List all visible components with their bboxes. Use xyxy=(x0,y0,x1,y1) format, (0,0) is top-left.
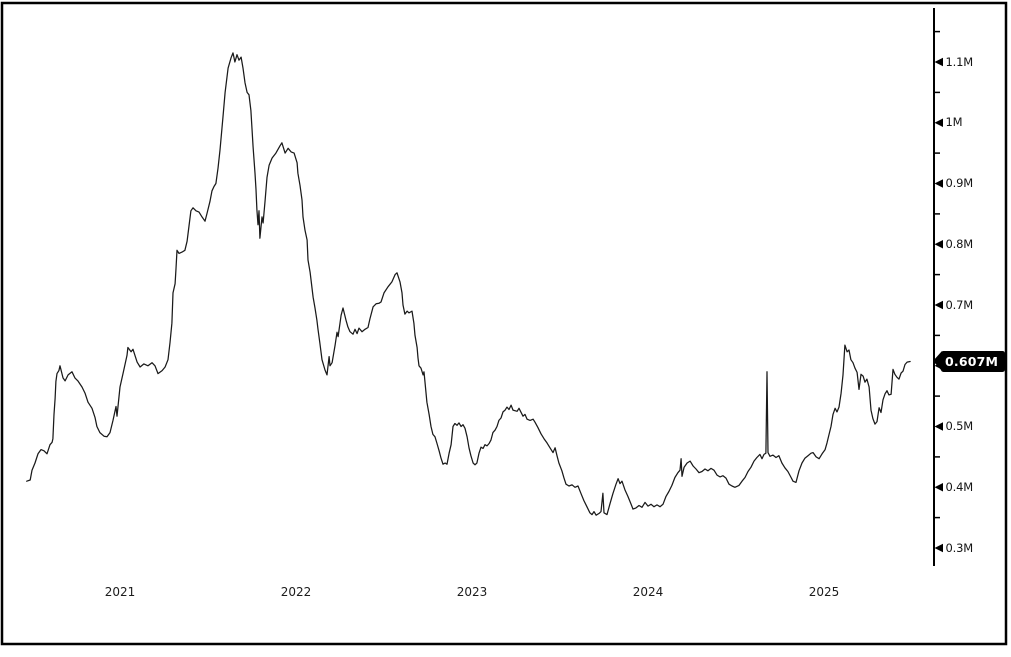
x-axis-year-label: 2023 xyxy=(456,585,488,599)
y-axis-major-tick-arrow-icon xyxy=(934,118,943,128)
chart-frame-border xyxy=(0,1,1008,646)
x-axis-year-label: 2022 xyxy=(280,585,312,599)
x-axis-year-label: 2021 xyxy=(104,585,136,599)
price-tag-pointer-icon xyxy=(933,351,942,372)
y-axis-major-tick-arrow-icon xyxy=(934,422,943,431)
y-axis-major-tick-arrow-icon xyxy=(934,482,943,492)
y-axis-major-tick-arrow-icon xyxy=(934,57,943,67)
x-axis-year-label: 2024 xyxy=(632,585,664,599)
price-line xyxy=(26,52,911,516)
last-price-tag: 0.607M xyxy=(933,350,1006,372)
y-axis-major-tick-arrow-icon xyxy=(934,239,943,249)
x-axis-year-label: 2025 xyxy=(808,585,840,599)
y-axis-tick-label: 0.4M xyxy=(945,479,974,494)
y-axis-tick-label: 1.1M xyxy=(945,54,974,69)
y-axis-tick-label: 0.7M xyxy=(945,297,974,312)
y-axis-tick-label: 0.3M xyxy=(945,540,974,555)
price-tag-body: 0.607M xyxy=(941,350,1006,372)
y-axis-tick-label: 0.8M xyxy=(945,236,974,251)
y-axis-tick-label: 0.5M xyxy=(945,419,974,433)
y-axis-major-tick-arrow-icon xyxy=(934,179,943,188)
price-tag-label: 0.607M xyxy=(945,353,999,369)
y-axis-major-tick-arrow-icon xyxy=(934,300,943,310)
y-axis-major-tick-arrow-icon xyxy=(934,543,943,553)
y-axis-tick-label: 1M xyxy=(945,115,963,130)
y-axis-tick-label: 0.9M xyxy=(945,176,974,190)
